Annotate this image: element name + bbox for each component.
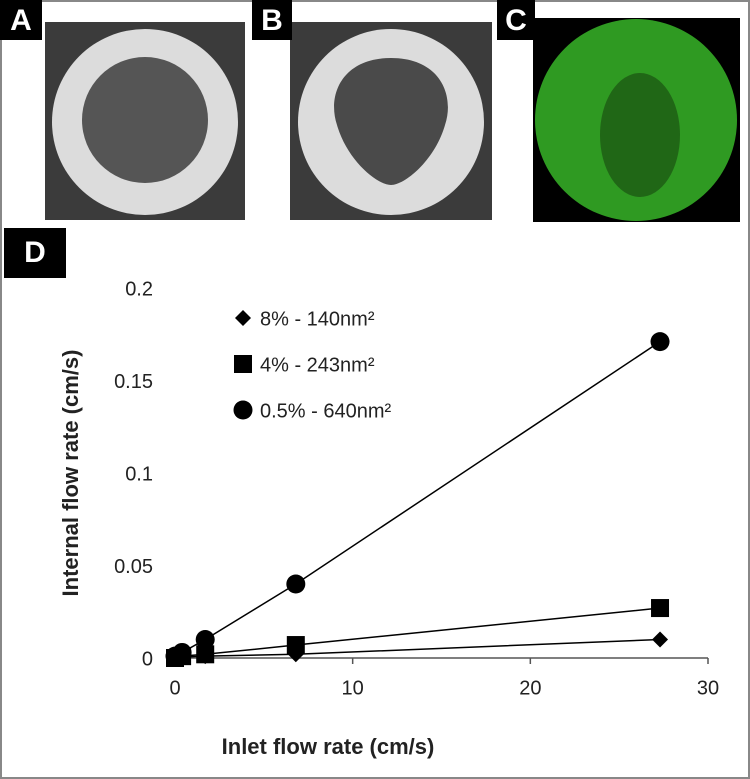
panel-label-box	[497, 0, 535, 40]
marker	[235, 310, 251, 326]
panel-label-box	[4, 228, 66, 278]
marker	[172, 642, 192, 662]
panel-label-box	[252, 0, 292, 40]
y-tick-label: 0.2	[125, 278, 153, 300]
image-a-core	[82, 57, 208, 183]
panel-c: C	[497, 0, 740, 222]
x-tick-label: 10	[342, 677, 364, 699]
panel-label-box	[0, 0, 42, 40]
panel-b: B	[252, 0, 492, 220]
x-tick-label: 30	[697, 677, 719, 699]
marker	[233, 400, 253, 420]
x-axis-title: Inlet flow rate (cm/s)	[222, 734, 435, 759]
y-tick-label: 0	[142, 648, 153, 670]
y-tick-label: 0.15	[114, 371, 153, 393]
marker	[195, 630, 215, 649]
marker	[650, 332, 670, 352]
legend-label: 0.5% - 640nm²	[260, 400, 392, 422]
marker	[286, 636, 305, 655]
y-tick-label: 0.05	[114, 556, 153, 578]
x-tick-label: 20	[519, 677, 541, 699]
marker	[234, 355, 252, 373]
panel-label: C	[505, 4, 527, 37]
x-tick-label: 0	[169, 677, 180, 699]
marker	[651, 599, 670, 618]
panel-a: A	[0, 0, 245, 220]
marker	[196, 645, 215, 664]
y-tick-label: 0.1	[125, 463, 153, 485]
marker	[652, 631, 669, 648]
image-c-core	[600, 73, 680, 197]
panel-label: D	[24, 236, 46, 269]
legend-label: 8% - 140nm²	[260, 308, 375, 330]
panel-label: B	[261, 4, 283, 37]
marker	[286, 574, 306, 594]
legend-label: 4% - 243nm²	[260, 354, 375, 376]
image-b-core	[334, 58, 448, 185]
plot: 0 10 20 30 0 0.05 0.1 0.15 0.2 8% - 140nm² 4% - 24…	[114, 278, 719, 699]
y-axis-title: Internal flow rate (cm/s)	[58, 350, 83, 597]
panel-label: A	[10, 4, 32, 37]
